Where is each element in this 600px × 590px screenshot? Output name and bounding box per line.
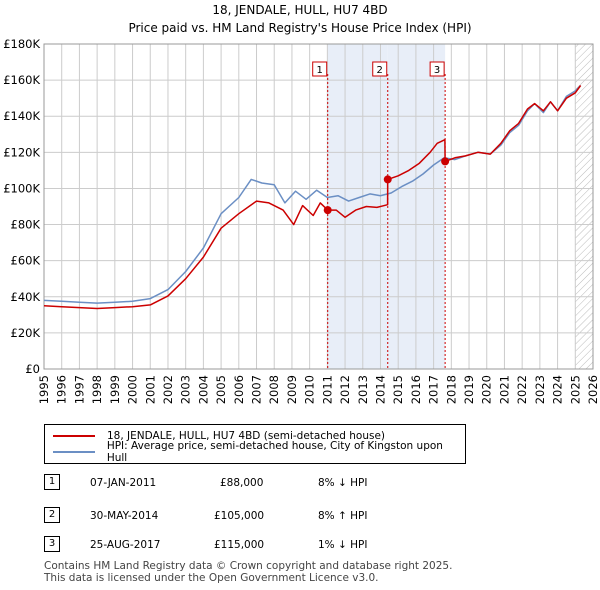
sale-marker-badge <box>372 61 388 77</box>
transaction-row: 1 07-JAN-2011 £88,000 8% ↓ HPI <box>0 474 600 494</box>
footer-copyright: Contains HM Land Registry data © Crown c… <box>44 560 453 572</box>
transaction-hpi: 8% ↑ HPI <box>318 510 368 522</box>
x-tick-label: 2025 <box>568 375 582 404</box>
sale-marker-dot <box>441 157 450 166</box>
hpi-line <box>43 84 582 304</box>
x-tick-label: 2026 <box>586 375 600 404</box>
x-tick-label: 1998 <box>90 375 104 404</box>
transaction-number: 2 <box>44 507 60 523</box>
x-tick-label: 2012 <box>338 375 352 404</box>
transaction-number: 1 <box>44 474 60 490</box>
price-chart: £0 £20K £40K £60K £80K £100K £120K £140K £160K £1… <box>3 37 600 404</box>
x-tick-label: 2015 <box>391 375 405 404</box>
legend-label-hpi: HPI: Average price, semi-detached house,… <box>106 440 443 464</box>
x-tick-label: 2011 <box>320 375 334 404</box>
x-tick-label: 2005 <box>214 375 228 404</box>
x-tick-label: 2002 <box>161 375 175 404</box>
transaction-row: 3 25-AUG-2017 £115,000 1% ↓ HPI <box>0 536 600 556</box>
x-tick-label: 2023 <box>533 375 547 404</box>
x-tick-label: 2016 <box>409 375 423 404</box>
x-tick-label: 2022 <box>515 375 529 404</box>
shaded-period <box>387 44 446 369</box>
x-tick-label: 2019 <box>462 375 476 404</box>
legend-item-property: 18, JENDALE, HULL, HU7 4BD (semi-detache… <box>53 429 385 443</box>
x-tick-label: 2014 <box>373 375 387 404</box>
legend: 18, JENDALE, HULL, HU7 4BD (semi-detache… <box>44 424 466 464</box>
x-tick-label: 2018 <box>444 375 458 404</box>
y-tick-label: £20K <box>11 326 41 340</box>
transaction-date: 30-MAY-2014 <box>90 510 159 522</box>
sale-marker-label: 1 <box>317 65 323 76</box>
x-tick-label: 2020 <box>480 375 494 404</box>
x-tick-label: 2004 <box>196 375 210 404</box>
x-tick-label: 2021 <box>497 375 511 404</box>
x-tick-label: 2007 <box>250 375 264 404</box>
sale-marker-badge <box>429 61 445 77</box>
x-tick-label: 1996 <box>55 375 69 404</box>
y-tick-label: £40K <box>11 290 41 304</box>
y-tick-label: £120K <box>3 145 40 159</box>
transaction-date: 25-AUG-2017 <box>90 539 161 551</box>
chart-title: 18, JENDALE, HULL, HU7 4BD <box>212 3 388 17</box>
legend-swatch-hpi <box>53 451 95 453</box>
y-tick-label: £100K <box>3 181 40 195</box>
y-tick-label: £60K <box>11 254 41 268</box>
transaction-price: £88,000 <box>220 477 264 489</box>
forecast-hatch <box>575 44 593 369</box>
transaction-hpi: 1% ↓ HPI <box>318 539 368 551</box>
legend-swatch-property <box>53 435 95 437</box>
y-tick-label: £160K <box>3 73 40 87</box>
y-tick-label: £140K <box>3 109 40 123</box>
x-tick-label: 2000 <box>126 375 140 404</box>
transaction-price: £105,000 <box>214 510 265 522</box>
plot-frame <box>43 43 594 370</box>
chart-subtitle: Price paid vs. HM Land Registry's House … <box>128 21 472 35</box>
x-tick-label: 2009 <box>285 375 299 404</box>
transaction-price: £115,000 <box>214 539 265 551</box>
x-tick-label: 2017 <box>427 375 441 404</box>
x-tick-label: 1997 <box>72 375 86 404</box>
sale-marker-label: 3 <box>434 65 440 76</box>
x-tick-label: 1995 <box>37 375 51 404</box>
x-tick-label: 1999 <box>108 375 122 404</box>
y-tick-label: £80K <box>11 218 41 232</box>
y-tick-label: £0 <box>25 362 40 376</box>
x-tick-label: 2006 <box>232 375 246 404</box>
x-tick-label: 2024 <box>551 375 565 404</box>
x-tick-label: 2010 <box>303 375 317 404</box>
transaction-date: 07-JAN-2011 <box>90 477 157 489</box>
sale-marker-badge <box>312 61 328 77</box>
transaction-row: 2 30-MAY-2014 £105,000 8% ↑ HPI <box>0 507 600 527</box>
x-tick-label: 2003 <box>179 375 193 404</box>
sale-marker-dot <box>323 206 332 215</box>
sale-marker-label: 2 <box>377 65 383 76</box>
legend-label-property: 18, JENDALE, HULL, HU7 4BD (semi-detache… <box>107 430 386 442</box>
legend-item-hpi: HPI: Average price, semi-detached house,… <box>53 440 465 464</box>
sale-marker-dot <box>383 175 392 184</box>
x-tick-label: 2001 <box>143 375 157 404</box>
footer-license: This data is licensed under the Open Gov… <box>44 572 379 584</box>
y-tick-label: £180K <box>3 37 40 51</box>
x-tick-label: 2008 <box>267 375 281 404</box>
transaction-hpi: 8% ↓ HPI <box>318 477 368 489</box>
x-tick-label: 2013 <box>356 375 370 404</box>
transaction-number: 3 <box>44 536 60 552</box>
property-price-line <box>43 85 582 310</box>
